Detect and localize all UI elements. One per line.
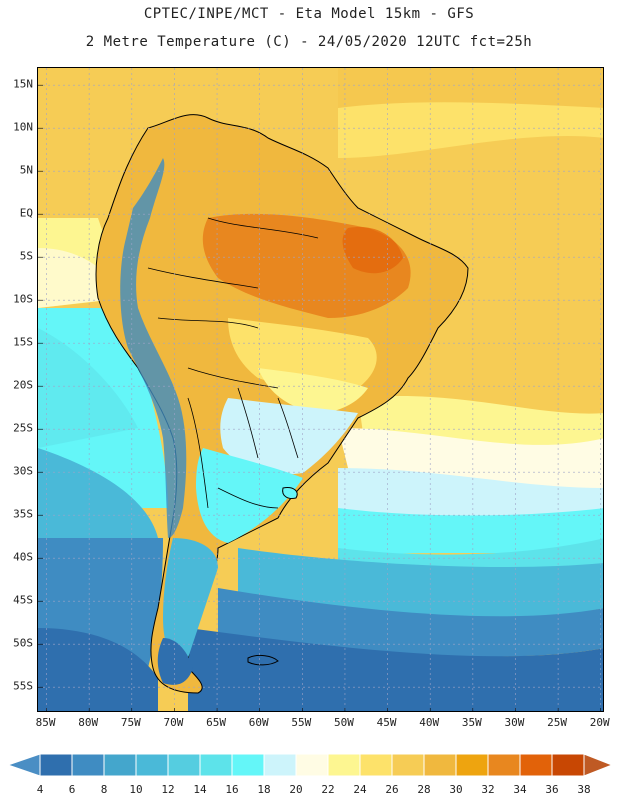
lat-label-45s: 45S <box>13 593 33 607</box>
andes-cold-ridge <box>120 158 187 538</box>
lon-label-45w: 45W <box>376 716 397 729</box>
colorbar-label: 38 <box>577 783 591 796</box>
colorbar-segment <box>455 753 489 777</box>
lon-label-60w: 60W <box>248 716 269 729</box>
ocean-band-28 <box>338 68 603 108</box>
colorbar-segment <box>391 753 425 777</box>
falkland-islands <box>247 654 279 666</box>
colorbar-segment <box>231 753 265 777</box>
northeast-hot-region <box>342 227 403 274</box>
colorbar-label: 30 <box>449 783 463 796</box>
colorbar-segment <box>519 753 553 777</box>
lat-label-10s: 10S <box>13 292 33 306</box>
lon-label-30w: 30W <box>504 716 525 729</box>
colorbar-label: 22 <box>321 783 335 796</box>
lon-label-50w: 50W <box>334 716 354 729</box>
colorbar-arrow-right <box>583 753 614 777</box>
colorbar-segment <box>135 753 169 777</box>
lat-label-15s: 15S <box>13 335 33 349</box>
lat-label-10n: 10N <box>13 120 33 134</box>
colorbar-segment <box>551 753 585 777</box>
lat-label-eq: EQ <box>19 206 33 220</box>
lon-label-35w: 35W <box>461 716 482 729</box>
colorbar-segment <box>295 753 329 777</box>
pacific-band-8 <box>38 628 158 711</box>
colorbar-label: 34 <box>513 783 527 796</box>
colorbar-segment <box>263 753 297 777</box>
colorbar-segment <box>39 753 73 777</box>
colorbar-label: 28 <box>417 783 431 796</box>
southeast-mild-region <box>258 368 368 413</box>
lon-label-75w: 75W <box>120 716 141 729</box>
lon-label-65w: 65W <box>206 716 226 729</box>
colorbar <box>0 750 618 800</box>
lon-label-55w: 55W <box>291 716 312 729</box>
lagoa-dos-patos <box>282 487 298 499</box>
ocean-band-10 <box>188 628 603 711</box>
colorbar-segment <box>71 753 105 777</box>
lon-label-25w: 25W <box>547 716 568 729</box>
colorbar-segment <box>167 753 201 777</box>
lat-label-55s: 55S <box>13 679 33 693</box>
temperature-map[interactable] <box>37 67 604 712</box>
ocean-band-20 <box>338 468 603 528</box>
colorbar-label: 24 <box>353 783 367 796</box>
lon-label-40w: 40W <box>419 716 440 729</box>
ocean-band-18 <box>338 508 603 558</box>
pacific-band-14 <box>38 448 158 548</box>
colorbar-label: 32 <box>481 783 495 796</box>
colorbar-segment <box>359 753 393 777</box>
map-gridlines <box>38 68 603 711</box>
colorbar-label: 8 <box>100 783 108 796</box>
colorbar-segment <box>199 753 233 777</box>
colorbar-label: 16 <box>225 783 239 796</box>
lon-label-80w: 80W <box>78 716 99 729</box>
lat-label-50s: 50S <box>13 636 33 650</box>
colorbar-segment <box>423 753 457 777</box>
lat-label-35s: 35S <box>13 507 33 521</box>
lat-label-30s: 30S <box>13 464 33 478</box>
patagonia-region <box>163 538 218 661</box>
ocean-band-12 <box>218 588 603 657</box>
colorbar-label: 6 <box>68 783 76 796</box>
colorbar-label: 36 <box>545 783 559 796</box>
colorbar-label: 14 <box>193 783 207 796</box>
colorbar-segment <box>327 753 361 777</box>
southern-tip-region <box>157 638 193 685</box>
ocean-band-14 <box>238 548 603 620</box>
lat-label-40s: 40S <box>13 550 33 564</box>
lat-label-5n: 5N <box>19 163 33 177</box>
lat-label-15n: 15N <box>13 77 33 91</box>
colorbar-label: 18 <box>257 783 271 796</box>
colorbar-arrow-left <box>6 753 41 777</box>
pacific-band-16 <box>38 328 138 448</box>
lat-label-25s: 25S <box>13 421 33 435</box>
colorbar-segment <box>487 753 521 777</box>
lat-label-5s: 5S <box>19 249 33 263</box>
map-title-line2: 2 Metre Temperature (C) - 24/05/2020 12U… <box>85 34 533 50</box>
colorbar-label: 12 <box>161 783 175 796</box>
lat-label-20s: 20S <box>13 378 33 392</box>
map-title-line1: CPTEC/INPE/MCT - Eta Model 15km - GFS <box>143 6 475 22</box>
pampa-region <box>196 448 303 543</box>
lon-label-85w: 85W <box>35 716 56 729</box>
colorbar-label: 10 <box>129 783 143 796</box>
lon-label-20w: 20W <box>589 716 610 729</box>
colorbar-segment <box>103 753 137 777</box>
colorbar-label: 4 <box>36 783 44 796</box>
south-cool-region <box>220 398 358 475</box>
colorbar-segments <box>6 753 614 777</box>
colorbar-label: 20 <box>289 783 303 796</box>
lon-label-70w: 70W <box>163 716 184 729</box>
colorbar-label: 26 <box>385 783 399 796</box>
